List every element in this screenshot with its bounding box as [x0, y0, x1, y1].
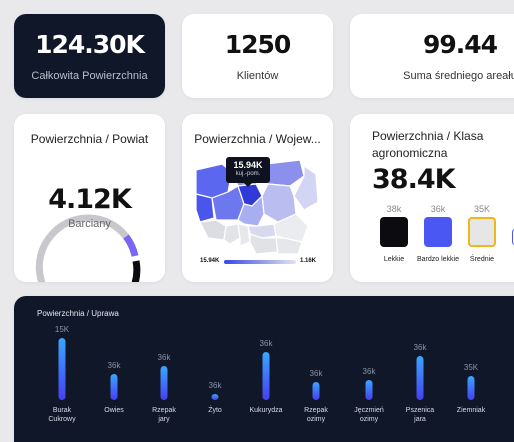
- bar-data-label: 36k: [414, 343, 428, 352]
- map-tooltip-arrow: [244, 183, 252, 187]
- donut-ring: [35, 214, 141, 282]
- klasa-item-value: 36k: [430, 204, 446, 214]
- map-tooltip-label: kuj.-pom.: [235, 171, 261, 177]
- card-title: Powierzchnia / Wojew...: [194, 132, 321, 146]
- kpi-value: 124.30K: [35, 30, 145, 59]
- kpi-value: 1250: [224, 30, 292, 59]
- region-slaskie: [237, 223, 251, 247]
- region-lodzkie: [237, 194, 265, 227]
- legend-max-label: 1.16K: [300, 258, 317, 264]
- category-label: Kukurydza: [249, 407, 282, 414]
- region-opolskie: [223, 223, 241, 245]
- donut-chart: [35, 214, 141, 282]
- legend-gradient: [224, 260, 296, 264]
- klasa-item-label: Lekkie: [383, 256, 405, 263]
- chart-title: Powierzchnia / Uprawa: [37, 309, 119, 318]
- bar[interactable]: [416, 356, 424, 400]
- category-label: Żyto: [208, 405, 222, 414]
- map-tooltip-value: 15.94K: [233, 160, 263, 170]
- klasa-value: 38.4K: [372, 164, 456, 195]
- bar-data-label: 36k: [260, 339, 274, 348]
- region-dolnoslaskie: [199, 219, 227, 241]
- bar-data-label: 36k: [363, 367, 377, 376]
- category-label: Rzepak: [152, 407, 176, 414]
- kpi-value: 99.44: [422, 30, 498, 59]
- card-title: Powierzchnia / Powiat: [30, 132, 149, 146]
- bar-data-label: 36k: [209, 381, 223, 390]
- kpi-card-clients: 1250 Klientów: [182, 14, 333, 98]
- klasa-item-label: Średnie: [469, 256, 495, 263]
- klasa-item-value: 38k: [386, 204, 402, 214]
- category-label: Cukrowy: [48, 416, 76, 423]
- region-podkarpackie: [275, 237, 303, 255]
- bar-data-label: 35K: [464, 363, 479, 372]
- bar[interactable]: [211, 394, 219, 400]
- klasa-swatch-blue: [424, 217, 452, 247]
- map-tooltip: 15.94K kuj.-pom.: [226, 157, 270, 183]
- bar[interactable]: [110, 374, 118, 400]
- klasa-swatch-black: [380, 217, 408, 247]
- donut-segment-grey: [35, 234, 53, 282]
- card-title-line1: Powierzchnia / Klasa: [372, 129, 484, 143]
- category-label: Rzepak: [304, 407, 328, 414]
- legend-min-label: 15.94K: [200, 258, 220, 264]
- kpi-label: Suma średniego areału: [403, 70, 514, 82]
- bar[interactable]: [262, 352, 270, 400]
- bar[interactable]: [312, 382, 320, 400]
- bar-data-label: 36k: [158, 353, 172, 362]
- donut-segment-grey-top: [47, 214, 129, 239]
- card-klasa-agronomiczna: Powierzchnia / Klasa agronomiczna 38.4K …: [350, 114, 514, 282]
- bar[interactable]: [160, 366, 168, 400]
- klasa-item-value: 35K: [473, 204, 490, 214]
- kpi-label: Całkowita Powierzchnia: [31, 70, 148, 82]
- region-lubuskie: [195, 193, 215, 223]
- category-label: Pszenica: [406, 407, 435, 414]
- category-label: Burak: [53, 407, 72, 414]
- category-label: ozimy: [360, 416, 379, 423]
- bar-data-label: 15K: [55, 325, 70, 334]
- donut-segment-purple: [123, 234, 139, 257]
- kpi-label: Klientów: [236, 70, 279, 82]
- card-powierzchnia-wojewodztwo: Powierzchnia / Wojew...: [182, 114, 333, 282]
- donut-center-label: Barciany: [68, 218, 111, 230]
- klasa-swatch-partial: [512, 229, 514, 245]
- donut-center-value: 4.12K: [48, 184, 132, 215]
- klasa-item-srednie: 35K: [466, 204, 498, 247]
- klasa-swatch-grey: [468, 217, 496, 247]
- category-label: jary: [157, 416, 170, 423]
- bar-data-label: 36k: [310, 369, 324, 378]
- kpi-card-avg-area: 99.44 Suma średniego areału: [350, 14, 514, 98]
- bar[interactable]: [467, 376, 475, 400]
- card-powierzchnia-uprawa: Powierzchnia / Uprawa 15K Burak Cukrowy 36k…: [14, 296, 514, 442]
- category-label: ozimy: [307, 416, 326, 423]
- card-powierzchnia-powiat: Powierzchnia / Powiat 4.12K Barciany: [14, 114, 165, 282]
- poland-map: [195, 159, 319, 264]
- klasa-item-bardzo-lekkie: 36k: [422, 204, 454, 247]
- region-podlaskie: [293, 164, 319, 211]
- kpi-card-total-area: 124.30K Całkowita Powierzchnia: [14, 14, 165, 98]
- bar-data-label: 36k: [108, 361, 122, 370]
- category-label: jara: [413, 416, 426, 423]
- klasa-item-lekkie: 38k: [378, 204, 410, 247]
- region-warminsko-mazurskie: [265, 159, 305, 187]
- klasa-item-label: Bardzo lekkie: [416, 256, 460, 263]
- category-label: Jęczmień: [354, 407, 384, 414]
- donut-segment-black: [131, 260, 141, 282]
- category-label: Owies: [104, 407, 124, 414]
- bar[interactable]: [365, 380, 373, 400]
- card-title-line2: agronomiczna: [372, 146, 448, 160]
- category-label: Ziemniak: [457, 407, 486, 414]
- bar[interactable]: [58, 338, 66, 400]
- bar-chart: 15K Burak Cukrowy 36k Owies 36k Rzepak jary 36k Ż…: [48, 325, 486, 423]
